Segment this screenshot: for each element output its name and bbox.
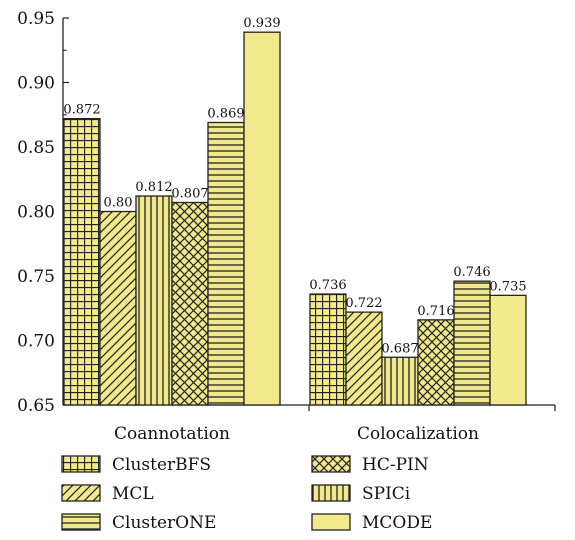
axes: 0.65 0.70 0.75 0.80 0.85 0.90 0.95 Coannotation… [17, 9, 556, 444]
data-label: 0.716 [417, 304, 454, 319]
y-tick-label: 0.95 [17, 9, 55, 29]
data-label: 0.80 [104, 196, 133, 211]
data-label: 0.869 [207, 106, 244, 121]
y-tick-label: 0.90 [17, 74, 55, 94]
data-label: 0.807 [171, 186, 208, 201]
bar-spici [381, 356, 419, 406]
bar-clusterbfs [63, 117, 101, 406]
data-label: 0.939 [243, 16, 280, 31]
y-tick-label: 0.75 [17, 267, 55, 287]
y-tick-label: 0.85 [17, 138, 55, 158]
bar-mcode [243, 31, 281, 406]
bar-clusterbfs [309, 293, 347, 406]
legend-label: MCODE [362, 513, 432, 533]
legend-label: SPICi [362, 484, 411, 504]
data-label: 0.736 [309, 278, 346, 293]
bar-hc-pin [171, 201, 209, 406]
legend-swatch [311, 455, 351, 473]
bar-mcode [489, 294, 527, 406]
legend-swatch [311, 484, 351, 502]
legend-swatch [311, 513, 351, 531]
category-label: Colocalization [357, 424, 479, 444]
legend: ClusterBFS HC-PIN MCL SPICi ClusterONE MCODE [61, 455, 432, 533]
bar-clusterone [207, 121, 245, 406]
legend-label: HC-PIN [362, 455, 429, 475]
y-tick-label: 0.80 [17, 203, 55, 223]
bar-clusterone [453, 280, 491, 406]
data-label: 0.735 [489, 279, 526, 294]
data-label: 0.872 [63, 103, 100, 118]
bars [63, 31, 527, 406]
data-label: 0.746 [453, 265, 490, 280]
y-tick-label: 0.70 [17, 332, 55, 352]
legend-swatch [61, 455, 101, 473]
legend-swatch [61, 513, 101, 531]
category-label: Coannotation [114, 424, 230, 444]
legend-swatch [61, 484, 101, 502]
bar-spici [135, 195, 173, 406]
legend-label: ClusterONE [112, 513, 216, 533]
data-label: 0.687 [381, 341, 418, 356]
y-tick-label: 0.65 [17, 396, 55, 416]
bar-mcl [345, 311, 383, 406]
legend-label: ClusterBFS [112, 455, 211, 475]
bar-hc-pin [417, 319, 455, 406]
bar-mcl [99, 210, 137, 406]
data-label: 0.812 [135, 180, 172, 195]
data-label: 0.722 [345, 296, 382, 311]
legend-label: MCL [112, 484, 154, 504]
